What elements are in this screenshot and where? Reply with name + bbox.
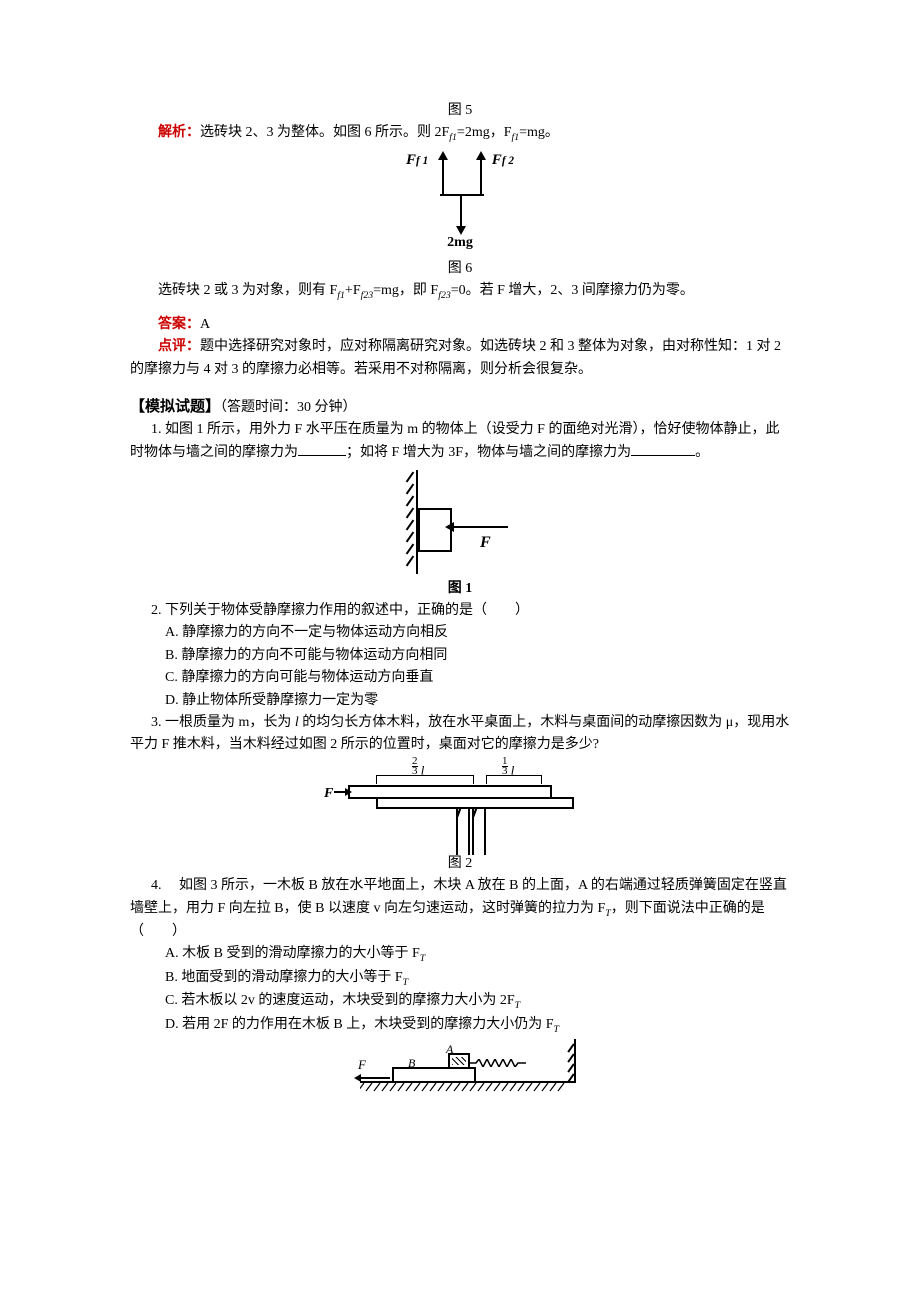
- spacer: [130, 381, 790, 395]
- fig6-hbar: [440, 194, 484, 196]
- fig6-arrow-down: [460, 196, 462, 228]
- fig1-caption: 图 1: [380, 578, 540, 600]
- figure-1-diagram: F 图 1: [380, 470, 540, 600]
- fig2-leg-1: [456, 807, 470, 855]
- fig6-2mg: 2mg: [400, 232, 520, 254]
- fig3-f-arrow: [360, 1077, 390, 1079]
- question-4: 4. 如图 3 所示，一木板 B 放在水平地面上，木块 A 放在 B 的上面，A…: [130, 875, 790, 943]
- sub-f1b: f1: [512, 132, 520, 143]
- mock-title-line: 【模拟试题】（答题时间：30 分钟）: [130, 395, 790, 419]
- fig6-ff1: Ff 1: [406, 148, 428, 172]
- mock-time: （答题时间：30 分钟）: [220, 400, 357, 415]
- fig5-caption: 图 5: [130, 100, 790, 122]
- answer-line: 答案：A: [130, 314, 790, 336]
- fig6-ff2: Ff 2: [492, 148, 514, 172]
- fig6-arrow-up-2: [480, 158, 482, 194]
- q4-option-b: B. 地面受到的滑动摩擦力的大小等于 FT: [165, 967, 790, 990]
- fig2-f-label: F: [324, 783, 333, 805]
- fig3-label-a: A: [446, 1040, 453, 1059]
- fig3-wall: [574, 1039, 576, 1083]
- figure-2-diagram: 2 3 l 1 3 l F: [330, 763, 590, 853]
- q4-option-c: C. 若木板以 2v 的速度运动，木块受到的摩擦力大小为 2FT: [165, 990, 790, 1013]
- q4-option-d: D. 若用 2F 的力作用在木板 B 上，木块受到的摩擦力大小仍为 FT: [165, 1014, 790, 1037]
- fig6-caption: 图 6: [130, 258, 790, 280]
- spring-icon: [470, 1059, 526, 1067]
- post-fig6-line: 选砖块 2 或 3 为对象，则有 Ff1+Ff23=mg，即 Ff23=0。若 …: [130, 280, 790, 303]
- fig3-f-label: F: [358, 1055, 366, 1076]
- answer-value: A: [200, 317, 210, 332]
- figure-6-diagram: Ff 1 Ff 2 2mg: [400, 148, 520, 258]
- spacer: [130, 304, 790, 314]
- fig3-label-b: B: [408, 1054, 415, 1073]
- mock-title: 【模拟试题】: [130, 399, 220, 415]
- q4-option-a: A. 木板 B 受到的滑动摩擦力的大小等于 FT: [165, 943, 790, 966]
- fig1-wall: [404, 470, 418, 574]
- analysis-text-1: 选砖块 2、3 为整体。如图 6 所示。则 2F: [200, 125, 449, 140]
- q2-options: A. 静摩擦力的方向不一定与物体运动方向相反 B. 静摩擦力的方向不可能与物体运…: [130, 622, 790, 712]
- q2-option-b: B. 静摩擦力的方向不可能与物体运动方向相同: [165, 645, 790, 667]
- fig3-ground: [360, 1081, 576, 1093]
- fig2-dimline-2: [486, 775, 542, 784]
- fig2-f-arrow: [334, 791, 346, 793]
- sub-f1: f1: [449, 132, 457, 143]
- q2-option-d: D. 静止物体所受静摩擦力一定为零: [165, 690, 790, 712]
- q2-option-c: C. 静摩擦力的方向可能与物体运动方向垂直: [165, 667, 790, 689]
- comment-label: 点评：: [158, 339, 200, 354]
- fig2-dimline-1: [376, 775, 474, 784]
- figure-3-diagram: F B A: [330, 1043, 590, 1103]
- analysis-text-3: =mg。: [519, 125, 559, 140]
- answer-label: 答案：: [158, 317, 200, 332]
- blank-1: [298, 442, 346, 456]
- document-page: 图 5 解析：选砖块 2、3 为整体。如图 6 所示。则 2Ff1=2mg，Ff…: [0, 0, 920, 1302]
- fig6-arrow-up-1: [442, 158, 444, 194]
- analysis-label: 解析：: [158, 125, 200, 140]
- question-3: 3. 一根质量为 m，长为 l 的均匀长方体木料，放在水平桌面上，木料与桌面间的…: [130, 712, 790, 757]
- analysis-text-2: =2mg，F: [457, 125, 512, 140]
- q4-options: A. 木板 B 受到的滑动摩擦力的大小等于 FT B. 地面受到的滑动摩擦力的大…: [130, 943, 790, 1037]
- q2-option-a: A. 静摩擦力的方向不一定与物体运动方向相反: [165, 622, 790, 644]
- question-1: 1. 如图 1 所示，用外力 F 水平压在质量为 m 的物体上（设受力 F 的面…: [130, 419, 790, 464]
- ground-hatch-icon: [360, 1083, 576, 1093]
- fig1-force-arrow: [452, 526, 508, 528]
- comment-text: 题中选择研究对象时，应对称隔离研究对象。如选砖块 2 和 3 整体为对象，由对称…: [130, 339, 781, 376]
- fig3-spring: [470, 1059, 526, 1065]
- fig1-force-label: F: [480, 530, 491, 556]
- fig2-caption: 图 2: [130, 853, 790, 875]
- analysis-line: 解析：选砖块 2、3 为整体。如图 6 所示。则 2Ff1=2mg，Ff1=mg…: [130, 122, 790, 145]
- question-2-stem: 2. 下列关于物体受静摩擦力作用的叙述中，正确的是（ ）: [130, 600, 790, 622]
- blank-2: [631, 442, 695, 456]
- comment-paragraph: 点评：题中选择研究对象时，应对称隔离研究对象。如选砖块 2 和 3 整体为对象，…: [130, 336, 790, 381]
- fig2-leg-2: [472, 807, 486, 855]
